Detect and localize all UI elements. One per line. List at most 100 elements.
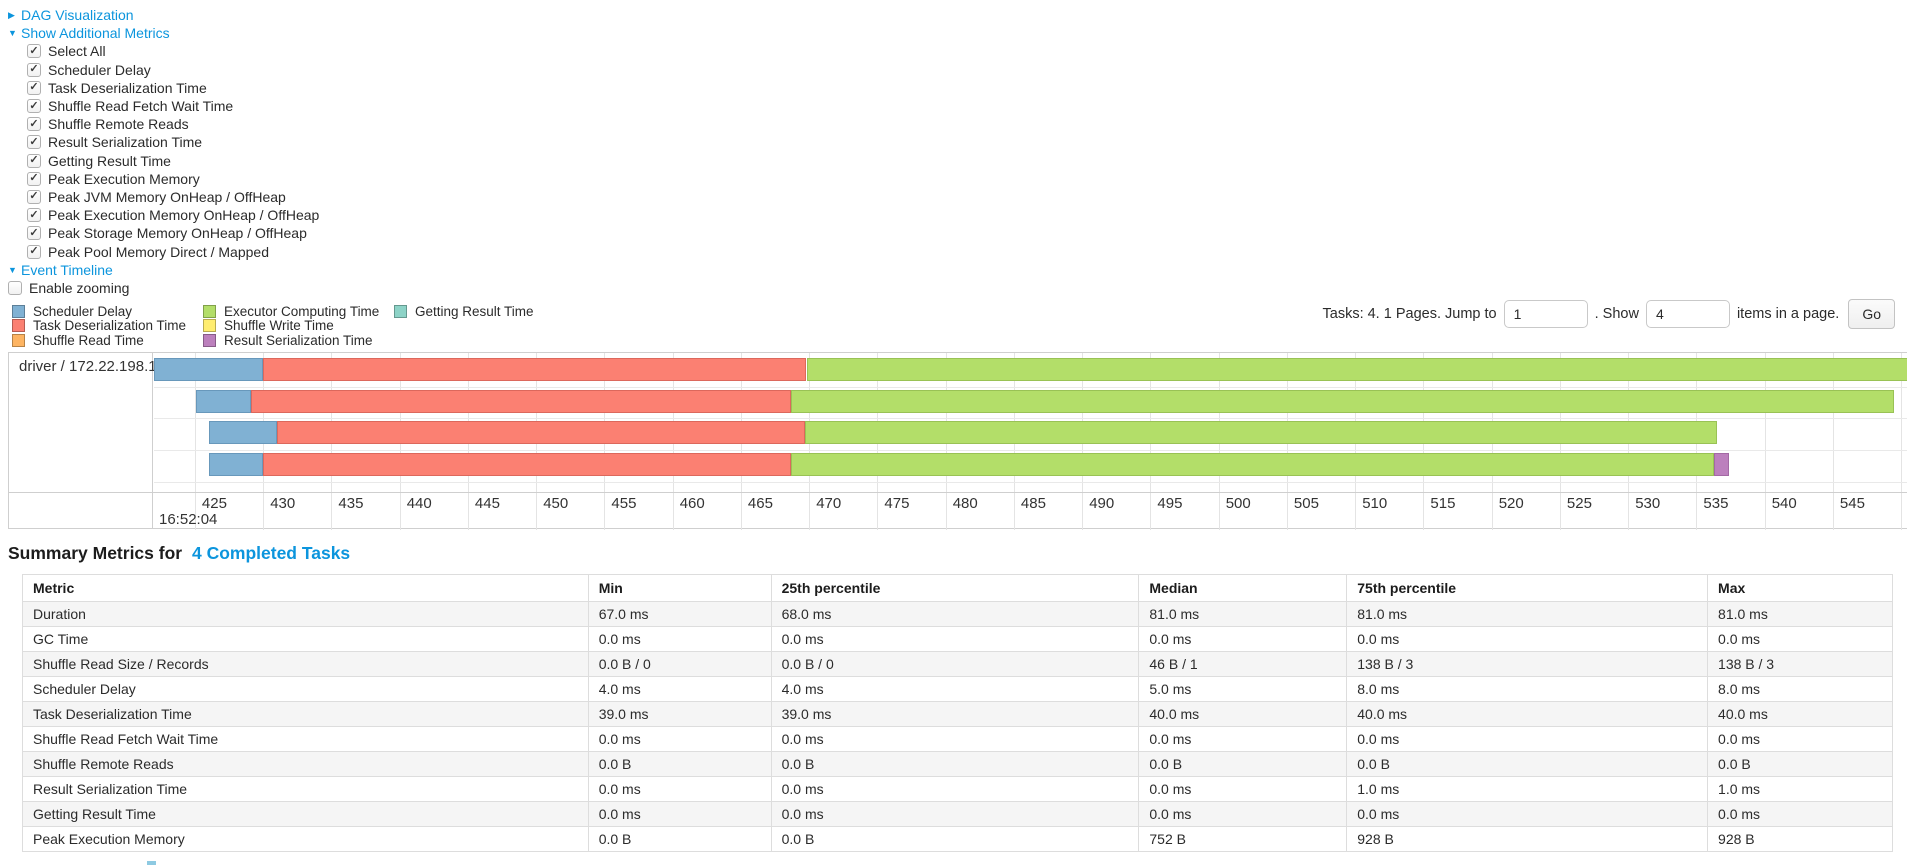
show-additional-metrics-link[interactable]: Show Additional Metrics bbox=[21, 25, 170, 42]
timeline-axis-line bbox=[9, 492, 1907, 493]
legend-item-task_deserialization: Task Deserialization Time bbox=[12, 318, 203, 333]
legend-item-result_serialization: Result Serialization Time bbox=[203, 333, 394, 348]
task-bar-segment-scheduler_delay[interactable] bbox=[208, 421, 277, 445]
metric-checkbox[interactable]: ✓ bbox=[27, 171, 41, 186]
jump-to-page-input[interactable] bbox=[1503, 300, 1588, 328]
completed-tasks-link[interactable]: 4 Completed Tasks bbox=[191, 543, 351, 563]
metric-value-cell: 0.0 B bbox=[587, 826, 772, 852]
metric-checkbox[interactable]: ✓ bbox=[27, 208, 41, 223]
metric-checkbox[interactable]: ✓ bbox=[27, 80, 41, 95]
legend-item-scheduler_delay: Scheduler Delay bbox=[12, 304, 203, 319]
table-row: Shuffle Read Size / Records 0.0 B / 0 0.0 … bbox=[22, 651, 1893, 677]
metric-value-cell: 81.0 ms bbox=[1346, 601, 1709, 627]
legend-swatch-icon bbox=[203, 319, 216, 333]
table-row: Shuffle Remote Reads 0.0 B 0.0 B 0.0 B 0.0 B… bbox=[22, 751, 1893, 777]
metric-name-cell: Shuffle Read Size / Records bbox=[22, 651, 589, 677]
metric-value-cell: 0.0 ms bbox=[587, 726, 772, 752]
axis-time-of-day-label: 16:52:04 bbox=[159, 511, 218, 528]
table-row: Duration 67.0 ms 68.0 ms 81.0 ms 81.0 ms 81.0… bbox=[22, 601, 1893, 627]
table-header-cell: Median bbox=[1138, 574, 1348, 602]
metric-value-cell: 0.0 ms bbox=[770, 801, 1140, 827]
dag-visualization-link[interactable]: DAG Visualization bbox=[21, 7, 134, 24]
check-icon: ✓ bbox=[29, 117, 39, 130]
summary-metrics-table: Metric Min 25th percentile Median 75th perce… bbox=[22, 574, 1893, 852]
go-button[interactable]: Go bbox=[1848, 299, 1895, 329]
axis-tick-label: 475 bbox=[884, 495, 910, 512]
task-bar-segment-executor_computing[interactable] bbox=[806, 358, 1907, 381]
check-icon: ✓ bbox=[29, 226, 39, 239]
summary-metrics-heading: Summary Metrics for 4 Completed Tasks bbox=[8, 543, 1907, 564]
check-icon: ✓ bbox=[29, 99, 39, 112]
timeline-plot-area: 425 430 435 440 445 450 455 460 465 470 475 480 485 4… bbox=[154, 353, 1907, 530]
table-header-cell: Min bbox=[587, 574, 772, 602]
show-additional-metrics-toggle[interactable]: ▼ Show Additional Metrics bbox=[0, 24, 1907, 42]
metric-value-cell: 752 B bbox=[1138, 826, 1348, 852]
metric-value-cell: 0.0 ms bbox=[770, 776, 1140, 802]
summary-heading-prefix: Summary Metrics for bbox=[8, 543, 183, 563]
dag-visualization-toggle[interactable]: ▶ DAG Visualization bbox=[0, 6, 1907, 24]
task-bar-segment-task_deserialization[interactable] bbox=[276, 421, 805, 445]
axis-tick-label: 505 bbox=[1293, 495, 1319, 512]
row-separator-line bbox=[154, 386, 1907, 388]
metric-value-cell: 8.0 ms bbox=[1707, 676, 1893, 702]
axis-gridline bbox=[1764, 353, 1766, 530]
metric-name-cell: Result Serialization Time bbox=[22, 776, 589, 802]
metric-checkbox-row: ✓ Shuffle Remote Reads bbox=[0, 115, 1907, 133]
enable-zooming-checkbox[interactable] bbox=[8, 280, 22, 295]
legend-label: Getting Result Time bbox=[415, 303, 534, 319]
task-bar-segment-executor_computing[interactable] bbox=[805, 421, 1717, 445]
metric-checkbox[interactable]: ✓ bbox=[27, 153, 41, 168]
legend-item-shuffle_write: Shuffle Write Time bbox=[203, 318, 394, 333]
legend-label: Executor Computing Time bbox=[224, 303, 380, 319]
collapsible-controls-section: ▶ DAG Visualization ▼ Show Additional Me… bbox=[0, 0, 1907, 297]
metric-checkbox[interactable]: ✓ bbox=[27, 226, 41, 241]
metric-checkbox[interactable]: ✓ bbox=[27, 117, 41, 132]
metric-value-cell: 39.0 ms bbox=[587, 701, 772, 727]
metric-value-cell: 0.0 B bbox=[587, 751, 772, 777]
event-timeline-chart: driver / 172.22.198.104 425 430 435 440 445 4… bbox=[8, 352, 1907, 530]
metric-value-cell: 4.0 ms bbox=[770, 676, 1140, 702]
metric-checkbox[interactable]: ✓ bbox=[27, 44, 41, 59]
task-bar-segment-scheduler_delay[interactable] bbox=[208, 453, 264, 477]
axis-tick-label: 520 bbox=[1498, 495, 1524, 512]
metric-checkbox[interactable]: ✓ bbox=[27, 135, 41, 150]
event-timeline-toggle[interactable]: ▼ Event Timeline bbox=[0, 261, 1907, 279]
metric-checkbox[interactable]: ✓ bbox=[27, 244, 41, 259]
metric-checkbox[interactable]: ✓ bbox=[27, 62, 41, 77]
task-bar-segment-task_deserialization[interactable] bbox=[263, 358, 807, 381]
task-bar-segment-result_serialization[interactable] bbox=[1714, 453, 1730, 477]
metric-value-cell: 8.0 ms bbox=[1346, 676, 1709, 702]
task-bar-segment-task_deserialization[interactable] bbox=[263, 453, 792, 477]
axis-tick-label: 485 bbox=[1020, 495, 1046, 512]
metric-checkbox-row: ✓ Scheduler Delay bbox=[0, 61, 1907, 79]
axis-tick-label: 435 bbox=[338, 495, 364, 512]
task-bar-segment-scheduler_delay[interactable] bbox=[196, 389, 251, 413]
items-per-page-input[interactable] bbox=[1645, 300, 1730, 328]
metric-value-cell: 0.0 ms bbox=[587, 626, 772, 652]
metric-checkbox[interactable]: ✓ bbox=[27, 189, 41, 204]
legend-swatch-icon bbox=[12, 319, 25, 333]
task-bar-segment-scheduler_delay[interactable] bbox=[154, 358, 264, 381]
legend-swatch-icon bbox=[394, 304, 407, 318]
metric-value-cell: 81.0 ms bbox=[1138, 601, 1348, 627]
enable-zooming-label: Enable zooming bbox=[29, 279, 130, 296]
axis-tick-label: 470 bbox=[816, 495, 842, 512]
axis-tick-label: 535 bbox=[1703, 495, 1729, 512]
legend-swatch-icon bbox=[203, 333, 216, 347]
metric-value-cell: 46 B / 1 bbox=[1138, 651, 1348, 677]
metric-value-cell: 40.0 ms bbox=[1138, 701, 1348, 727]
metric-value-cell: 138 B / 3 bbox=[1707, 651, 1893, 677]
axis-tick-label: 495 bbox=[1157, 495, 1183, 512]
axis-tick-label: 500 bbox=[1225, 495, 1251, 512]
metric-checkbox-label: Result Serialization Time bbox=[48, 134, 203, 151]
metric-value-cell: 0.0 ms bbox=[1707, 626, 1893, 652]
metric-checkbox[interactable]: ✓ bbox=[27, 99, 41, 114]
metric-value-cell: 81.0 ms bbox=[1707, 601, 1893, 627]
table-row: Task Deserialization Time 39.0 ms 39.0 ms 4… bbox=[22, 701, 1893, 727]
axis-tick-label: 460 bbox=[679, 495, 705, 512]
task-bar-segment-executor_computing[interactable] bbox=[791, 453, 1715, 477]
task-bar-segment-task_deserialization[interactable] bbox=[250, 389, 792, 413]
task-bar-segment-executor_computing[interactable] bbox=[791, 389, 1895, 413]
event-timeline-link[interactable]: Event Timeline bbox=[21, 261, 113, 278]
legend-swatch-icon bbox=[12, 304, 25, 318]
